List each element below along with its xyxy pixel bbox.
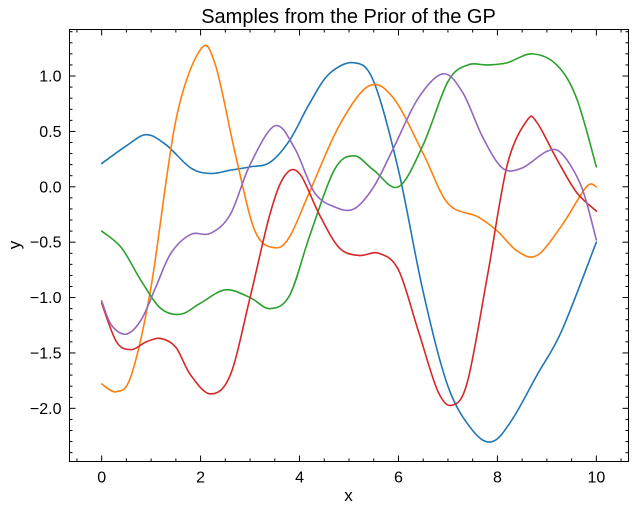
x-tick-label: 10 bbox=[587, 470, 605, 487]
series-line-2 bbox=[100, 44, 598, 393]
x-tick-label: 8 bbox=[493, 470, 502, 487]
x-axis-label: x bbox=[344, 486, 353, 505]
y-tick-label: −1.0 bbox=[30, 290, 62, 307]
plot-frame bbox=[69, 29, 629, 462]
y-tick-label: −2.0 bbox=[30, 401, 62, 418]
y-tick-label: 1.0 bbox=[39, 69, 61, 86]
y-tick-label: −0.5 bbox=[30, 235, 62, 252]
series-line-4 bbox=[100, 115, 598, 407]
tick-layer: 0 2 4 6 8 10 −2.0 −1.5 −1.0 −0.5 0.0 0.5 1.0 bbox=[30, 29, 629, 487]
y-tick-label: −1.5 bbox=[30, 345, 62, 362]
x-tick-label: 2 bbox=[196, 470, 205, 487]
series-line-5 bbox=[100, 73, 598, 336]
y-tick-label: 0.5 bbox=[39, 124, 61, 141]
x-tick-label: 6 bbox=[394, 470, 403, 487]
series-line-3 bbox=[100, 53, 598, 316]
x-tick-label: 4 bbox=[295, 470, 304, 487]
y-axis-label: y bbox=[5, 240, 24, 249]
x-tick-label: 0 bbox=[97, 470, 106, 487]
y-tick-label: 0.0 bbox=[39, 179, 61, 196]
chart-title: Samples from the Prior of the GP bbox=[201, 6, 496, 28]
series-line-1 bbox=[100, 61, 598, 443]
series-layer bbox=[100, 44, 598, 443]
